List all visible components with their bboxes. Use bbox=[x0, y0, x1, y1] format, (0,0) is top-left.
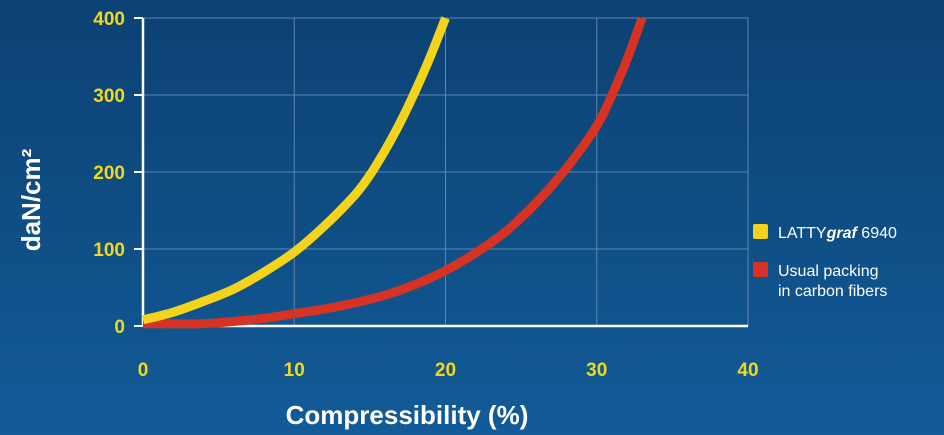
series-lines bbox=[141, 16, 647, 329]
legend-swatch-latty bbox=[753, 224, 768, 239]
x-tick-label-0: 0 bbox=[138, 360, 149, 381]
legend-label-latty-part2: graf bbox=[826, 225, 859, 242]
legend-swatch-usual bbox=[753, 262, 768, 277]
legend-label-latty-part1: LATTY bbox=[778, 225, 827, 242]
y-tick-label-0: 0 bbox=[114, 317, 125, 338]
legend: LATTYgraf 6940 Usual packing in carbon f… bbox=[753, 224, 897, 300]
y-axis-title: daN/cm² bbox=[16, 148, 46, 251]
y-tick-label-100: 100 bbox=[93, 240, 125, 261]
x-tick-label-40: 40 bbox=[737, 360, 758, 381]
x-axis-title: Compressibility (%) bbox=[286, 400, 529, 430]
series-line-lattygraf-6940 bbox=[141, 16, 450, 325]
series-line-usual-packing bbox=[142, 16, 647, 329]
x-tick-label-30: 30 bbox=[586, 360, 607, 381]
legend-label-usual-line2: in carbon fibers bbox=[778, 283, 887, 300]
legend-label-usual-line1: Usual packing bbox=[778, 263, 879, 280]
legend-label-latty: LATTYgraf 6940 bbox=[778, 225, 897, 242]
axes bbox=[134, 17, 748, 328]
x-tick-label-10: 10 bbox=[284, 360, 305, 381]
legend-label-latty-part3: 6940 bbox=[857, 225, 897, 242]
y-tick-label-400: 400 bbox=[93, 9, 125, 30]
y-tick-label-200: 200 bbox=[93, 163, 125, 184]
grid bbox=[143, 17, 749, 326]
x-tick-label-20: 20 bbox=[435, 360, 456, 381]
y-tick-label-300: 300 bbox=[93, 86, 125, 107]
